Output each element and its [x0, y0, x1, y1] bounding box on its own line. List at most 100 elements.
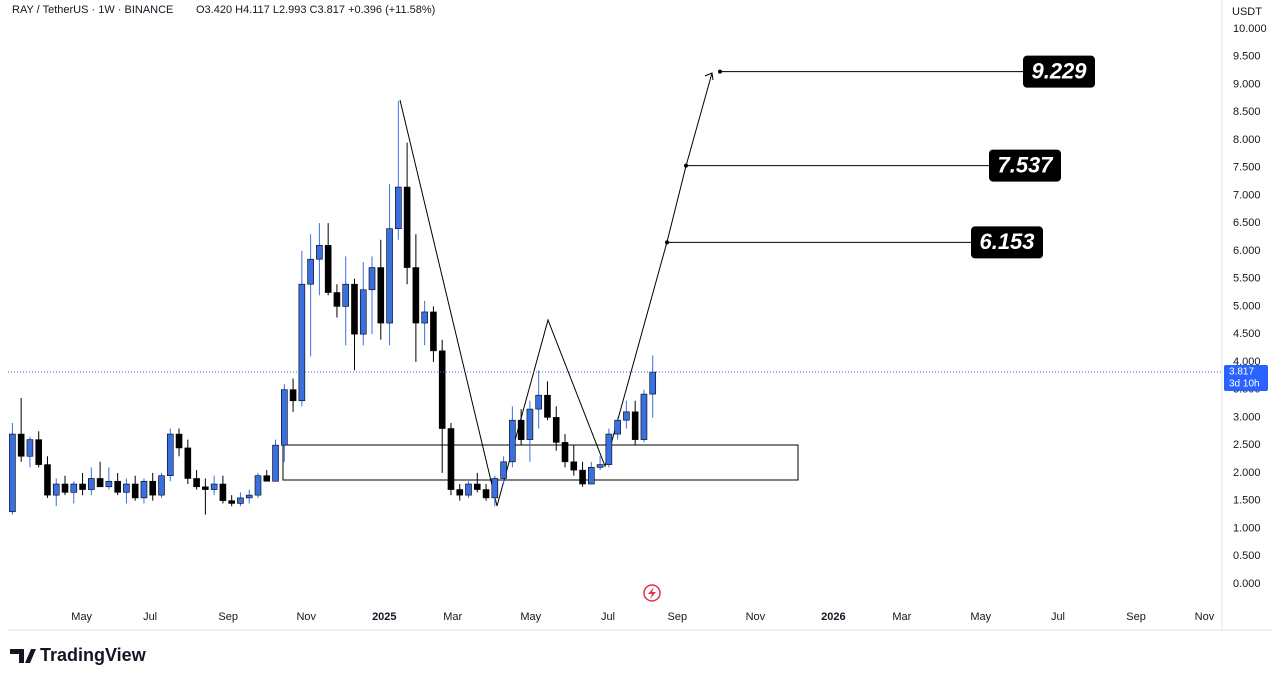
candle-body: [614, 419, 621, 435]
candle-body: [570, 461, 578, 471]
y-tick-label: 2.000: [1233, 467, 1261, 479]
candle-body: [272, 444, 279, 482]
candle-body: [289, 389, 297, 402]
candle-body: [35, 439, 43, 465]
x-tick-label: 2026: [821, 611, 845, 623]
y-tick-label: 8.000: [1233, 134, 1261, 146]
price-label: 3.817: [1229, 367, 1254, 378]
price-label-box: [1224, 365, 1268, 392]
candle-body: [403, 186, 411, 268]
candle-body: [456, 489, 464, 496]
candle-body: [26, 439, 34, 457]
candle-body: [96, 478, 104, 488]
x-tick-label: Mar: [892, 611, 911, 623]
candle-body: [561, 442, 569, 463]
y-tick-label: 0.500: [1233, 550, 1261, 562]
target-box: [1023, 55, 1095, 88]
x-tick-label: May: [970, 611, 991, 623]
x-tick-label: Nov: [296, 611, 316, 623]
x-tick-label: Nov: [746, 611, 766, 623]
candle-body: [52, 483, 60, 496]
candle-body: [412, 267, 420, 324]
x-tick-label: Jul: [1051, 611, 1065, 623]
lightning-icon: [643, 584, 661, 602]
x-tick-label: Sep: [1126, 611, 1146, 623]
candle-body: [517, 419, 525, 440]
x-tick-label: Nov: [1195, 611, 1215, 623]
candle-body: [342, 283, 350, 307]
target-label: 7.537: [997, 152, 1054, 177]
candle-body: [44, 464, 51, 496]
y-tick-label: 5.000: [1233, 300, 1261, 312]
candle-body: [386, 228, 393, 324]
candle-body: [465, 483, 472, 496]
y-tick-label: 1.000: [1233, 522, 1261, 534]
x-tick-label: 2025: [372, 611, 396, 623]
candle-body: [447, 428, 455, 490]
candle-body: [228, 500, 235, 504]
candle-body: [281, 389, 288, 446]
x-tick-label: Jul: [143, 611, 157, 623]
y-tick-label: 4.500: [1233, 328, 1261, 340]
candle-body: [140, 480, 148, 499]
y-tick-label: 0.000: [1233, 578, 1261, 590]
candle-body: [649, 371, 657, 395]
y-tick-label: 9.500: [1233, 51, 1261, 63]
target-label: 9.229: [1031, 58, 1087, 83]
target-label: 6.153: [979, 229, 1034, 254]
candle-body: [298, 283, 306, 402]
support-zone: [282, 444, 799, 481]
candle-body: [184, 447, 192, 479]
candle-body: [254, 475, 262, 496]
y-tick-label: 6.000: [1233, 245, 1261, 257]
candle-body: [263, 475, 271, 482]
candle-body: [175, 433, 183, 449]
candle-body: [623, 411, 630, 421]
candle-body: [333, 292, 341, 307]
y-tick-label: 6.500: [1233, 217, 1261, 229]
candle-body: [491, 478, 499, 499]
candle-body: [307, 258, 314, 285]
target-box: [971, 226, 1043, 259]
candle-body: [245, 494, 253, 499]
currency: USDT: [1232, 6, 1262, 18]
candle-body: [430, 311, 437, 352]
candle-body: [70, 483, 78, 493]
candle-body: [605, 433, 613, 465]
candle-body: [544, 394, 551, 418]
candle-body: [316, 245, 323, 260]
candle-body: [123, 483, 130, 493]
candle-body: [640, 393, 648, 440]
candle-body: [421, 311, 428, 324]
x-tick-label: May: [71, 611, 92, 623]
target-dot: [718, 69, 722, 74]
candle-body: [114, 480, 121, 493]
x-tick-label: May: [520, 611, 541, 623]
candle-body: [202, 486, 209, 490]
brand-logo: [10, 649, 36, 663]
candle-body: [17, 433, 25, 457]
candle-body: [158, 475, 165, 496]
candle-body: [210, 483, 218, 490]
candle-body: [9, 433, 16, 513]
candle-body: [438, 350, 446, 429]
x-tick-label: Mar: [443, 611, 462, 623]
candle-body: [579, 469, 586, 485]
y-tick-label: 7.000: [1233, 189, 1261, 201]
y-tick-label: 1.500: [1233, 495, 1261, 507]
candle-body: [131, 483, 139, 499]
candle-body: [193, 478, 200, 488]
candle-body: [588, 467, 595, 485]
candle-body: [395, 186, 402, 229]
y-tick-label: 8.500: [1233, 106, 1261, 118]
chart-title: RAY / TetherUS · 1W · BINANCE: [12, 4, 173, 16]
y-tick-label: 2.500: [1233, 439, 1261, 451]
arrow-head: [704, 72, 714, 81]
candle-body: [351, 283, 358, 335]
candle-body: [509, 419, 516, 463]
candle-body: [149, 480, 157, 496]
y-tick-label: 7.500: [1233, 162, 1261, 174]
candle-body: [79, 483, 86, 490]
y-tick-label: 4.000: [1233, 356, 1261, 368]
